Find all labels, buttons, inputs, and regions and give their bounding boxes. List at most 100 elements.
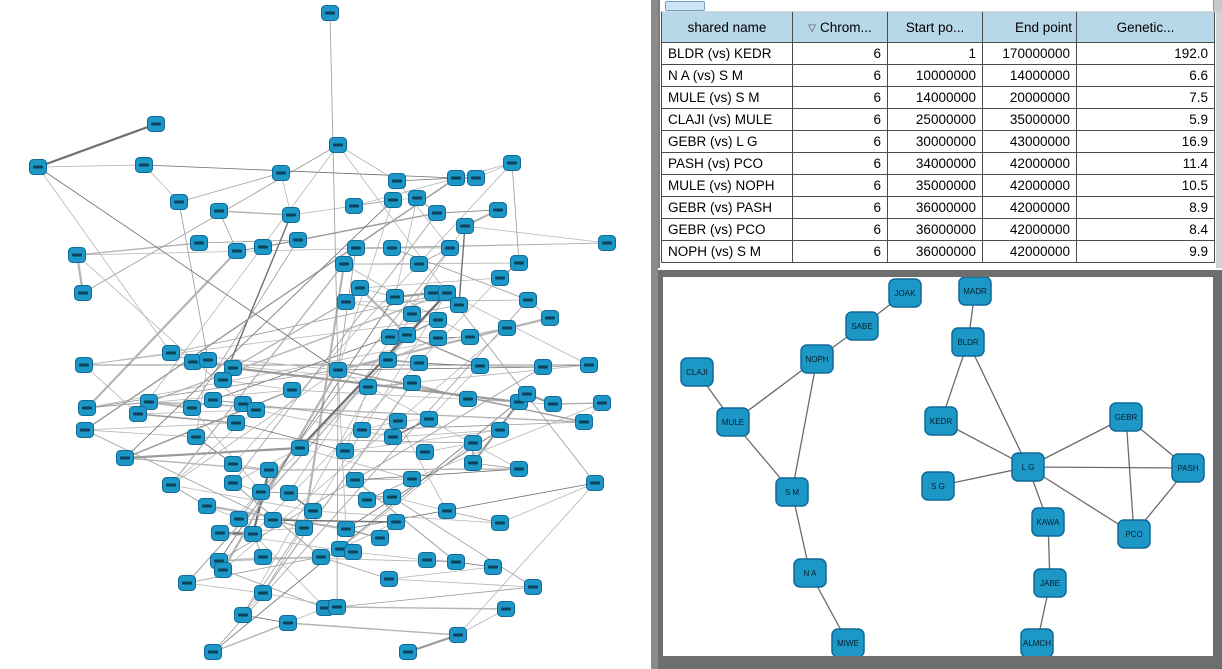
network-node[interactable] — [211, 525, 229, 541]
network-node[interactable] — [544, 396, 562, 412]
network-node[interactable] — [304, 503, 322, 519]
network-node[interactable] — [328, 599, 346, 615]
network-node[interactable] — [321, 5, 339, 21]
cell-shared-name[interactable]: GEBR (vs) PCO — [661, 218, 793, 241]
network-node[interactable] — [491, 270, 509, 286]
network-node[interactable] — [389, 413, 407, 429]
network-node[interactable] — [464, 455, 482, 471]
network-node[interactable] — [449, 627, 467, 643]
table-row[interactable]: GEBR (vs) PCO 6 36000000 42000000 8.4 — [661, 218, 1215, 241]
table-row[interactable]: MULE (vs) S M 6 14000000 20000000 7.5 — [661, 86, 1215, 109]
network-node[interactable] — [418, 552, 436, 568]
network-node[interactable] — [510, 255, 528, 271]
network-node[interactable] — [467, 170, 485, 186]
network-node[interactable] — [295, 520, 313, 536]
network-node[interactable] — [329, 137, 347, 153]
network-node[interactable] — [593, 395, 611, 411]
network-node[interactable] — [450, 297, 468, 313]
network-node[interactable] — [254, 549, 272, 565]
network-node[interactable] — [329, 362, 347, 378]
cell-genetic[interactable]: 8.9 — [1076, 196, 1215, 219]
cell-genetic[interactable]: 6.6 — [1076, 64, 1215, 87]
cell-start-point[interactable]: 36000000 — [887, 218, 983, 241]
network-node[interactable] — [429, 312, 447, 328]
network-node[interactable] — [403, 306, 421, 322]
network-node[interactable] — [190, 235, 208, 251]
cell-end-point[interactable]: 20000000 — [982, 86, 1077, 109]
network-node-gebr[interactable]: GEBR — [1109, 402, 1143, 432]
network-node[interactable] — [252, 484, 270, 500]
network-node[interactable] — [420, 411, 438, 427]
network-node[interactable] — [510, 461, 528, 477]
network-node[interactable] — [598, 235, 616, 251]
cell-start-point[interactable]: 25000000 — [887, 108, 983, 131]
network-node[interactable] — [447, 554, 465, 570]
cell-shared-name[interactable]: N A (vs) S M — [661, 64, 793, 87]
cell-chromosome[interactable]: 6 — [792, 174, 888, 197]
network-node[interactable] — [224, 456, 242, 472]
network-node[interactable] — [68, 247, 86, 263]
network-node[interactable] — [283, 382, 301, 398]
network-node-noph[interactable]: NOPH — [800, 344, 834, 374]
network-node-miwe[interactable]: MIWE — [831, 628, 865, 656]
network-node[interactable] — [399, 644, 417, 660]
network-node[interactable] — [337, 521, 355, 537]
network-node[interactable] — [204, 644, 222, 660]
main-network-panel[interactable] — [0, 0, 651, 669]
network-node[interactable] — [384, 429, 402, 445]
cell-genetic[interactable]: 10.5 — [1076, 174, 1215, 197]
network-node[interactable] — [398, 327, 416, 343]
network-node[interactable] — [129, 406, 147, 422]
table-row[interactable]: PASH (vs) PCO 6 34000000 42000000 11.4 — [661, 152, 1215, 175]
network-node[interactable] — [135, 157, 153, 173]
scrollbar-corner-button[interactable] — [1213, 0, 1222, 11]
network-node[interactable] — [518, 386, 536, 402]
network-node[interactable] — [353, 422, 371, 438]
network-node[interactable] — [524, 579, 542, 595]
network-node[interactable] — [438, 503, 456, 519]
cell-genetic[interactable]: 11.4 — [1076, 152, 1215, 175]
network-node[interactable] — [184, 354, 202, 370]
network-node[interactable] — [586, 475, 604, 491]
horizontal-scrollbar-thumb[interactable] — [665, 1, 705, 11]
network-node[interactable] — [76, 422, 94, 438]
network-node[interactable] — [74, 285, 92, 301]
network-node[interactable] — [279, 615, 297, 631]
cell-end-point[interactable]: 42000000 — [982, 218, 1077, 241]
cell-genetic[interactable]: 7.5 — [1076, 86, 1215, 109]
network-node[interactable] — [170, 194, 188, 210]
network-node[interactable] — [534, 359, 552, 375]
network-node[interactable] — [410, 355, 428, 371]
cell-end-point[interactable]: 14000000 — [982, 64, 1077, 87]
cell-end-point[interactable]: 42000000 — [982, 240, 1077, 263]
cell-end-point[interactable]: 170000000 — [982, 42, 1077, 65]
network-node[interactable] — [498, 320, 516, 336]
network-node[interactable] — [247, 402, 265, 418]
network-node[interactable] — [264, 512, 282, 528]
network-node[interactable] — [456, 218, 474, 234]
network-node[interactable] — [183, 400, 201, 416]
cell-shared-name[interactable]: PASH (vs) PCO — [661, 152, 793, 175]
cell-chromosome[interactable]: 6 — [792, 42, 888, 65]
network-node[interactable] — [272, 165, 290, 181]
cell-shared-name[interactable]: CLAJI (vs) MULE — [661, 108, 793, 131]
network-node[interactable] — [345, 198, 363, 214]
network-node[interactable] — [347, 240, 365, 256]
network-node[interactable] — [224, 475, 242, 491]
network-node[interactable] — [116, 450, 134, 466]
cell-start-point[interactable]: 30000000 — [887, 130, 983, 153]
main-network-canvas[interactable] — [0, 0, 651, 669]
network-node-joak[interactable]: JOAK — [888, 278, 922, 308]
network-node[interactable] — [214, 372, 232, 388]
network-node[interactable] — [388, 173, 406, 189]
cell-chromosome[interactable]: 6 — [792, 108, 888, 131]
network-node-sabe[interactable]: SABE — [845, 311, 879, 341]
network-node[interactable] — [403, 375, 421, 391]
network-node[interactable] — [78, 400, 96, 416]
network-node[interactable] — [403, 471, 421, 487]
table-row[interactable]: GEBR (vs) PASH 6 36000000 42000000 8.9 — [661, 196, 1215, 219]
network-node[interactable] — [358, 492, 376, 508]
network-node[interactable] — [228, 243, 246, 259]
cell-shared-name[interactable]: MULE (vs) S M — [661, 86, 793, 109]
network-node[interactable] — [416, 444, 434, 460]
